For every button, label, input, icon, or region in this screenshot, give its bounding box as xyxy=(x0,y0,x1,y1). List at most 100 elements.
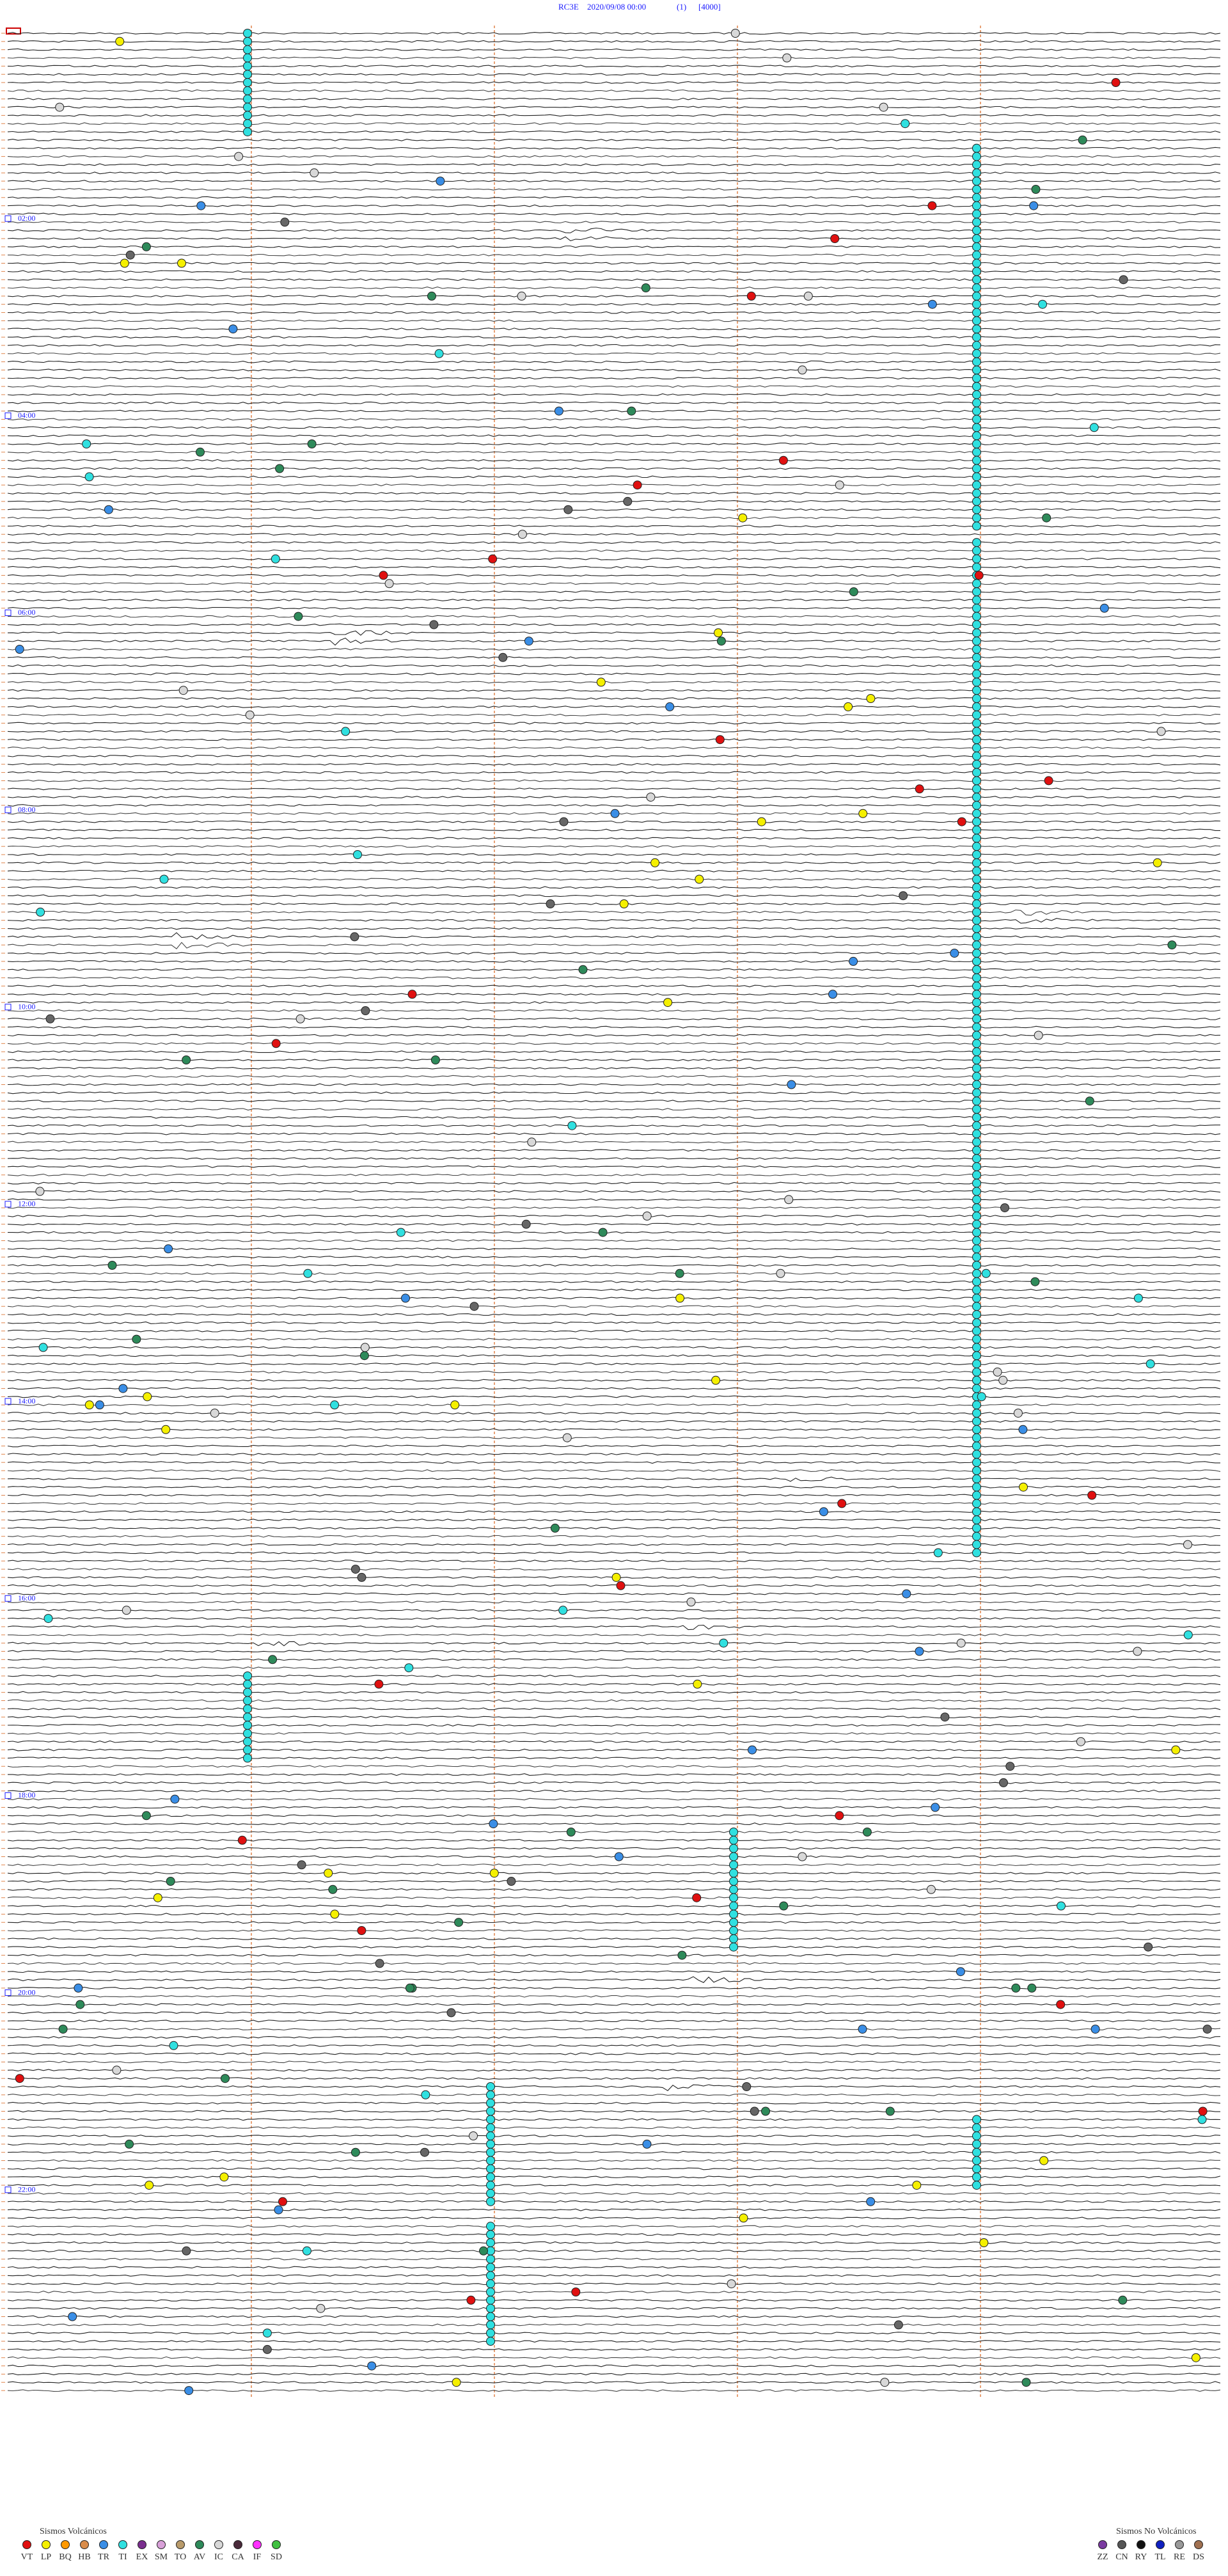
legend-code: VT xyxy=(21,2552,33,2562)
event xyxy=(730,29,740,38)
event xyxy=(693,1679,702,1689)
event xyxy=(972,1071,981,1081)
trace xyxy=(7,1584,1221,1587)
event xyxy=(972,143,981,153)
event xyxy=(972,915,981,925)
event xyxy=(120,258,129,268)
event xyxy=(972,1047,981,1057)
trace xyxy=(7,2151,1221,2154)
trace xyxy=(7,1485,1221,1489)
event xyxy=(1042,513,1051,523)
channel: (1) xyxy=(677,2,686,12)
trace xyxy=(7,1872,1221,1875)
event xyxy=(486,2115,495,2124)
trace xyxy=(7,1346,1221,1349)
event xyxy=(274,2205,283,2215)
trace xyxy=(7,1116,1221,1119)
event xyxy=(486,2238,495,2247)
trace xyxy=(7,1781,1221,1784)
event xyxy=(219,2172,229,2182)
legend-swatch xyxy=(61,2540,70,2549)
hour-box xyxy=(4,215,12,222)
event xyxy=(1029,201,1039,210)
trace xyxy=(7,2381,1221,2384)
event xyxy=(452,2378,461,2387)
event xyxy=(972,2123,981,2133)
event xyxy=(650,858,660,867)
event xyxy=(729,1860,738,1870)
event xyxy=(489,1869,499,1878)
event xyxy=(972,390,981,399)
event xyxy=(972,743,981,753)
event xyxy=(486,2320,495,2330)
trace xyxy=(7,180,1221,183)
event xyxy=(367,2361,377,2371)
trace xyxy=(7,2315,1221,2318)
trace xyxy=(7,1017,1221,1020)
trace xyxy=(7,2084,1221,2092)
event xyxy=(486,2156,495,2165)
events xyxy=(15,29,1212,2396)
trace xyxy=(7,1042,1221,1045)
trace xyxy=(7,492,1221,494)
event xyxy=(112,2066,122,2075)
event xyxy=(35,1187,45,1196)
event xyxy=(972,1187,981,1196)
event xyxy=(972,652,981,662)
event xyxy=(782,53,792,63)
event xyxy=(972,1351,981,1361)
event xyxy=(972,439,981,448)
trace xyxy=(7,664,1221,667)
trace xyxy=(7,1206,1221,1210)
event xyxy=(177,258,186,268)
trace xyxy=(7,2135,1221,2137)
trace xyxy=(7,1748,1221,1751)
event xyxy=(567,1121,577,1130)
trace xyxy=(7,730,1221,733)
event xyxy=(972,1523,981,1533)
event xyxy=(828,990,837,999)
event xyxy=(1056,2000,1066,2009)
event xyxy=(779,1901,789,1911)
trace xyxy=(7,903,1221,905)
event xyxy=(550,1523,560,1533)
trace xyxy=(7,1272,1221,1275)
trace xyxy=(7,1141,1221,1144)
event xyxy=(466,2295,476,2305)
trace xyxy=(7,1297,1220,1300)
event xyxy=(729,1877,738,1886)
event xyxy=(695,874,704,884)
event xyxy=(972,1384,981,1393)
event xyxy=(271,554,280,564)
event xyxy=(742,2082,752,2091)
legend-swatch xyxy=(80,2540,89,2549)
trace xyxy=(7,1814,1221,1817)
event xyxy=(972,1261,981,1270)
trace xyxy=(7,227,1221,233)
event xyxy=(972,825,981,835)
event xyxy=(1156,727,1166,736)
event xyxy=(627,406,636,416)
event xyxy=(486,2271,495,2280)
trace xyxy=(7,1535,1221,1538)
event xyxy=(486,2312,495,2321)
trace xyxy=(7,1625,1221,1631)
legend-code: EX xyxy=(136,2552,148,2562)
event xyxy=(303,1268,313,1278)
event xyxy=(430,1055,440,1064)
trace xyxy=(7,1305,1221,1308)
trace xyxy=(7,368,1221,372)
event xyxy=(15,645,24,654)
event xyxy=(243,1728,252,1738)
event xyxy=(427,291,436,301)
event xyxy=(972,1031,981,1040)
legend-code: BQ xyxy=(59,2552,71,2562)
event xyxy=(469,1302,479,1311)
event xyxy=(972,628,981,638)
legend-code: AV xyxy=(194,2552,205,2562)
event xyxy=(1133,1293,1143,1303)
event xyxy=(750,2106,759,2116)
event xyxy=(1034,1031,1043,1040)
trace xyxy=(7,2028,1221,2031)
trace xyxy=(7,1329,1221,1332)
